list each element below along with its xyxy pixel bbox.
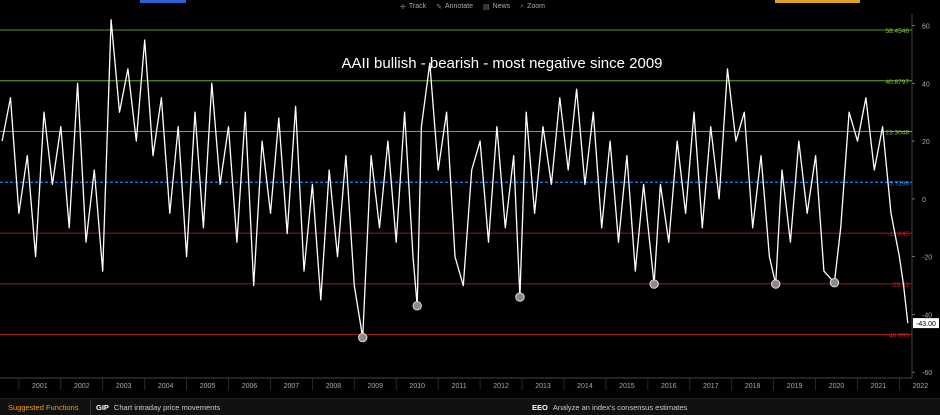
x-tick-label: 2014 xyxy=(577,383,593,390)
low-marker xyxy=(515,292,525,302)
reference-line-label: -46.995 xyxy=(887,333,909,340)
y-tick-label: -40 xyxy=(922,312,932,319)
x-tick-label: 2003 xyxy=(116,383,132,390)
top-tab-accent-2[interactable] xyxy=(775,0,860,3)
y-tick-label: -20 xyxy=(922,255,932,262)
x-tick-label: 2010 xyxy=(409,383,425,390)
news-icon: ▤ xyxy=(483,3,490,11)
x-tick-label: 2013 xyxy=(535,383,551,390)
chart-title: AAII bullish - bearish - most negative s… xyxy=(342,55,663,72)
x-tick-label: 2020 xyxy=(829,383,845,390)
reference-line-label: 5.7299 xyxy=(889,180,909,187)
y-tick-label: 0 xyxy=(922,197,926,204)
function-description: Analyze an index's consensus estimates xyxy=(552,402,688,412)
x-tick-label: 2001 xyxy=(32,383,48,390)
x-tick-label: 2011 xyxy=(452,383,467,390)
news-button[interactable]: ▤ News xyxy=(483,3,511,11)
low-marker xyxy=(771,279,781,289)
pencil-icon: ✎ xyxy=(436,3,442,11)
x-tick-label: 2006 xyxy=(242,383,258,390)
track-button[interactable]: ✛ Track xyxy=(400,3,427,11)
reference-line-label: 40.8797 xyxy=(886,79,910,86)
x-tick-label: 2008 xyxy=(326,383,342,390)
x-tick-label: 2017 xyxy=(703,383,719,390)
zoom-icon: ⌕ xyxy=(520,2,525,10)
low-marker xyxy=(358,332,368,343)
x-tick-label: 2021 xyxy=(871,383,887,390)
y-tick-label: -60 xyxy=(922,370,932,377)
zoom-button[interactable]: ⌕ Zoom xyxy=(520,2,545,11)
function-description: Chart intraday price movements xyxy=(113,402,221,412)
crosshair-icon: ✛ xyxy=(400,3,406,11)
y-tick-label: 20 xyxy=(922,139,930,146)
function-code: EEO xyxy=(532,402,548,412)
top-bar: ✛ Track ✎ Annotate ▤ News ⌕ Zoom xyxy=(0,0,940,13)
x-tick-label: 2005 xyxy=(200,383,216,390)
x-tick-label: 2015 xyxy=(619,383,635,390)
y-tick-label: 60 xyxy=(922,24,930,31)
reference-line-label: -29.42 xyxy=(891,282,910,289)
reference-line-label: 58.4546 xyxy=(886,28,910,35)
chart-canvas[interactable]: 58.4546 40.8797 23.3048 5.7299 -11.845 -29.42… xyxy=(0,0,940,398)
y-tick-label: 40 xyxy=(922,81,930,88)
x-tick-label: 2022 xyxy=(913,383,929,390)
x-tick-label: 2019 xyxy=(787,383,803,390)
low-marker xyxy=(412,301,422,311)
x-tick-label: 2018 xyxy=(745,383,761,390)
chart-toolbar: ✛ Track ✎ Annotate ▤ News ⌕ Zoom xyxy=(400,1,545,12)
x-tick-label: 2009 xyxy=(367,383,383,390)
reference-line-label: 23.3048 xyxy=(886,130,910,137)
x-tick-label: 2004 xyxy=(158,383,174,390)
top-tab-accent[interactable] xyxy=(140,0,186,3)
function-eeo[interactable]: EEO Analyze an index's consensus estimat… xyxy=(524,403,687,412)
last-value-box xyxy=(913,318,939,329)
reference-line-label: -11.845 xyxy=(887,231,909,238)
suggested-functions-bar: Suggested Functions GIP Chart intraday p… xyxy=(0,398,940,415)
x-tick-label: 2002 xyxy=(74,383,90,390)
x-tick-label: 2016 xyxy=(661,383,677,390)
x-tick-label: 2012 xyxy=(493,383,509,390)
last-value-label: -43.00 xyxy=(916,321,936,328)
annotate-button[interactable]: ✎ Annotate xyxy=(436,3,474,11)
function-code: GIP xyxy=(96,402,109,412)
suggested-functions-label[interactable]: Suggested Functions xyxy=(8,402,79,412)
function-gip[interactable]: GIP Chart intraday price movements xyxy=(90,399,524,415)
low-marker xyxy=(649,279,659,289)
low-marker xyxy=(829,277,840,288)
x-tick-label: 2007 xyxy=(284,383,300,390)
series-line xyxy=(1,19,909,339)
